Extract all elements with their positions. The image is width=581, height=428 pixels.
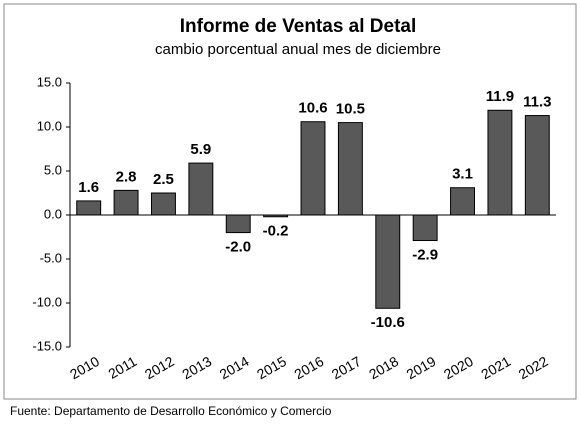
value-label: 10.5 [336,101,365,118]
bar [450,187,476,216]
y-tick-label: 10.0 [37,118,62,133]
value-label: 3.1 [452,166,473,183]
y-tick-label: -5.0 [40,250,62,265]
bar [375,214,401,309]
y-tick-label: 15.0 [37,74,62,89]
y-tick-label: -15.0 [32,338,62,353]
value-label: 10.6 [298,100,327,117]
bar [113,189,139,216]
value-label: 2.8 [116,168,137,185]
chart-subtitle: cambio porcentual anual mes de diciembre [155,41,441,58]
y-tick-label: 0.0 [44,206,62,221]
value-label: 11.3 [523,94,551,111]
chart-title: Informe de Ventas al Detal [180,16,417,37]
value-label: -2.0 [225,239,251,256]
bar [76,200,102,216]
y-tick-label: 5.0 [44,162,62,177]
bar [524,115,550,216]
bar [337,122,363,216]
value-label: 5.9 [190,141,211,158]
value-label: -10.6 [371,314,405,331]
bar [487,109,513,216]
bar [300,121,326,216]
source-note: Fuente: Departamento de Desarrollo Econó… [10,404,332,418]
value-label: -2.9 [412,246,438,263]
y-tick-label: -10.0 [32,294,62,309]
value-label: 2.5 [153,171,174,188]
value-label: 11.9 [486,88,514,105]
value-label: -0.2 [263,223,289,240]
bar [412,214,438,242]
bar [188,162,214,216]
value-label: 1.6 [78,179,99,196]
bar [150,192,176,216]
bar [225,214,251,234]
